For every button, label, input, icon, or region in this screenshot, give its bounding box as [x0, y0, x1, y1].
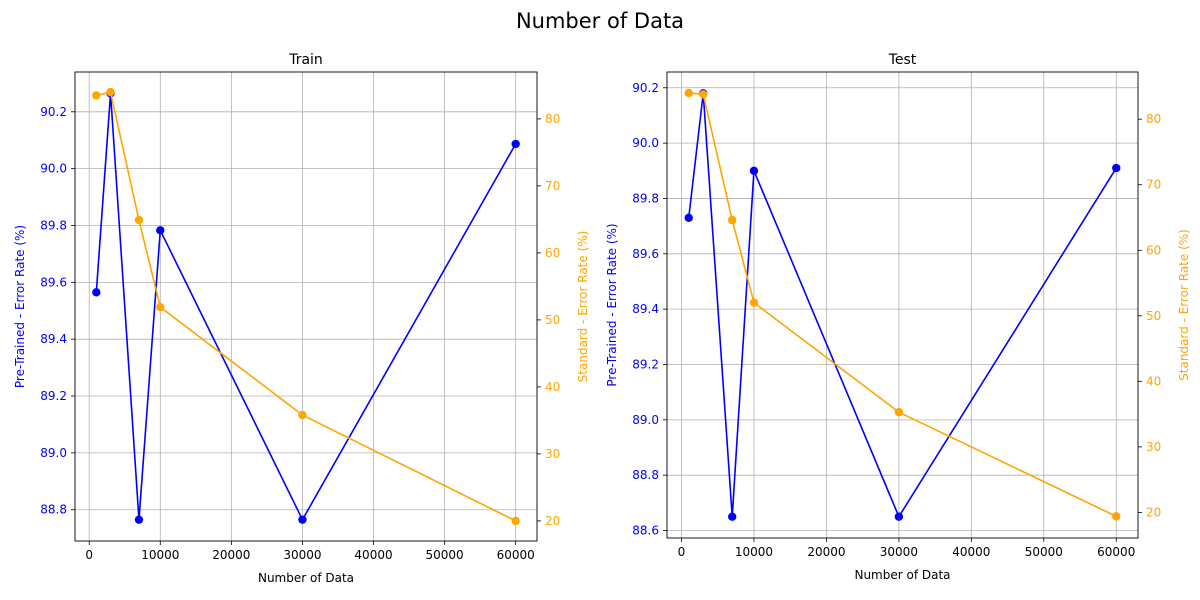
- train-x-tick-label: 50000: [426, 548, 464, 562]
- train-x-tick-label: 30000: [283, 548, 321, 562]
- train-left-y-tick-label: 90.2: [40, 105, 67, 119]
- test-standard-point: [749, 298, 759, 307]
- test-left-y-tick-label: 88.6: [632, 524, 659, 538]
- train-standard-point: [106, 87, 115, 97]
- test-left-y-tick-label: 88.8: [632, 468, 659, 482]
- train-left-y-axis-label: Pre-Trained - Error Rate (%): [13, 225, 27, 388]
- train-x-tick-label: 60000: [497, 548, 535, 562]
- train-x-tick-label: 10000: [141, 548, 179, 562]
- test-x-tick-label: 10000: [735, 545, 773, 559]
- test-plot-frame: [666, 71, 1139, 539]
- train-x-axis-label: Number of Data: [258, 571, 354, 585]
- train-right-y-tick-label: 80: [545, 112, 560, 126]
- test-x-tick-label: 0: [678, 545, 686, 559]
- train-right-y-tick-label: 20: [545, 514, 560, 528]
- test-left-y-tick-label: 89.6: [632, 247, 659, 261]
- test-standard-point: [894, 407, 904, 417]
- test-right-y-tick-label: 40: [1146, 374, 1161, 388]
- test-left-y-tick-label: 90.0: [632, 136, 659, 150]
- test-pretrained-point: [894, 512, 904, 521]
- test-left-y-tick-label: 89.4: [632, 302, 659, 316]
- test-pretrained-point: [749, 166, 759, 175]
- train-left-y-tick-label: 90.0: [40, 162, 67, 176]
- test-left-y-tick-label: 89.0: [632, 413, 659, 427]
- train-pretrained-point: [156, 226, 165, 235]
- test-pretrained-series-line: [687, 93, 1117, 519]
- test-right-y-tick-label: 70: [1146, 178, 1161, 192]
- train-right-y-tick-label: 70: [545, 179, 560, 193]
- train-right-y-axis-label: Standard - Error Rate (%): [576, 231, 590, 383]
- test-right-y-axis-label: Standard - Error Rate (%): [1177, 229, 1191, 381]
- train-plot-frame: [74, 71, 538, 542]
- test-left-y-axis-label: Pre-Trained - Error Rate (%): [605, 223, 619, 386]
- test-pretrained-point: [1112, 163, 1121, 173]
- train-standard-point: [156, 302, 165, 312]
- train-pretrained-point: [298, 515, 307, 524]
- train-right-y-tick-label: 30: [545, 447, 560, 461]
- test-standard-point: [684, 88, 693, 98]
- train-left-y-tick-label: 89.2: [40, 389, 67, 403]
- train-pretrained-point: [92, 288, 101, 297]
- train-x-tick-label: 0: [85, 548, 93, 562]
- test-chart: 0 10000 20000 30000 40000 50000 60000 88.6 88.8 8…: [605, 52, 1191, 582]
- test-x-tick-label: 50000: [1025, 545, 1063, 559]
- test-right-y-tick-label: 20: [1146, 505, 1161, 519]
- train-x-tick-label: 20000: [212, 548, 250, 562]
- train-pretrained-point: [511, 139, 520, 149]
- test-left-y-tick-label: 89.2: [632, 357, 659, 371]
- train-standard-point: [134, 215, 144, 225]
- test-x-tick-label: 30000: [880, 545, 918, 559]
- test-standard-point: [1112, 512, 1121, 521]
- train-pretrained-point: [134, 515, 144, 524]
- test-right-y-tick-label: 50: [1146, 309, 1161, 323]
- train-right-y-tick-label: 60: [545, 246, 560, 260]
- train-left-y-tick-label: 89.0: [40, 446, 67, 460]
- train-chart: 0 10000 20000 30000 40000 50000 60000 88.8 89.0 8…: [13, 52, 590, 585]
- train-pretrained-series-line: [95, 93, 517, 522]
- train-standard-point: [298, 410, 307, 420]
- test-right-y-tick-label: 30: [1146, 440, 1161, 454]
- train-x-tick-label: 40000: [354, 548, 392, 562]
- test-right-y-tick-label: 60: [1146, 243, 1161, 257]
- figure-title: Number of Data: [516, 9, 684, 33]
- train-left-y-tick-label: 89.4: [40, 332, 67, 346]
- test-standard-point: [728, 215, 737, 225]
- test-title: Test: [888, 52, 917, 68]
- test-left-y-tick-label: 90.2: [632, 81, 659, 95]
- test-x-tick-label: 40000: [952, 545, 990, 559]
- test-pretrained-point: [728, 512, 737, 521]
- test-standard-point: [699, 90, 708, 99]
- train-standard-point: [92, 91, 101, 100]
- test-x-tick-label: 20000: [807, 545, 845, 559]
- train-left-y-tick-label: 89.6: [40, 275, 67, 289]
- train-left-y-tick-label: 89.8: [40, 218, 67, 232]
- train-standard-point: [511, 516, 520, 526]
- test-x-tick-label: 60000: [1097, 545, 1135, 559]
- train-left-y-tick-label: 88.8: [40, 503, 67, 517]
- train-right-y-tick-label: 50: [545, 313, 560, 327]
- test-x-axis-label: Number of Data: [854, 568, 950, 582]
- train-title: Train: [288, 52, 323, 68]
- train-right-y-tick-label: 40: [545, 380, 560, 394]
- test-left-y-tick-label: 89.8: [632, 191, 659, 205]
- test-pretrained-point: [684, 213, 693, 223]
- test-right-y-tick-label: 80: [1146, 112, 1161, 126]
